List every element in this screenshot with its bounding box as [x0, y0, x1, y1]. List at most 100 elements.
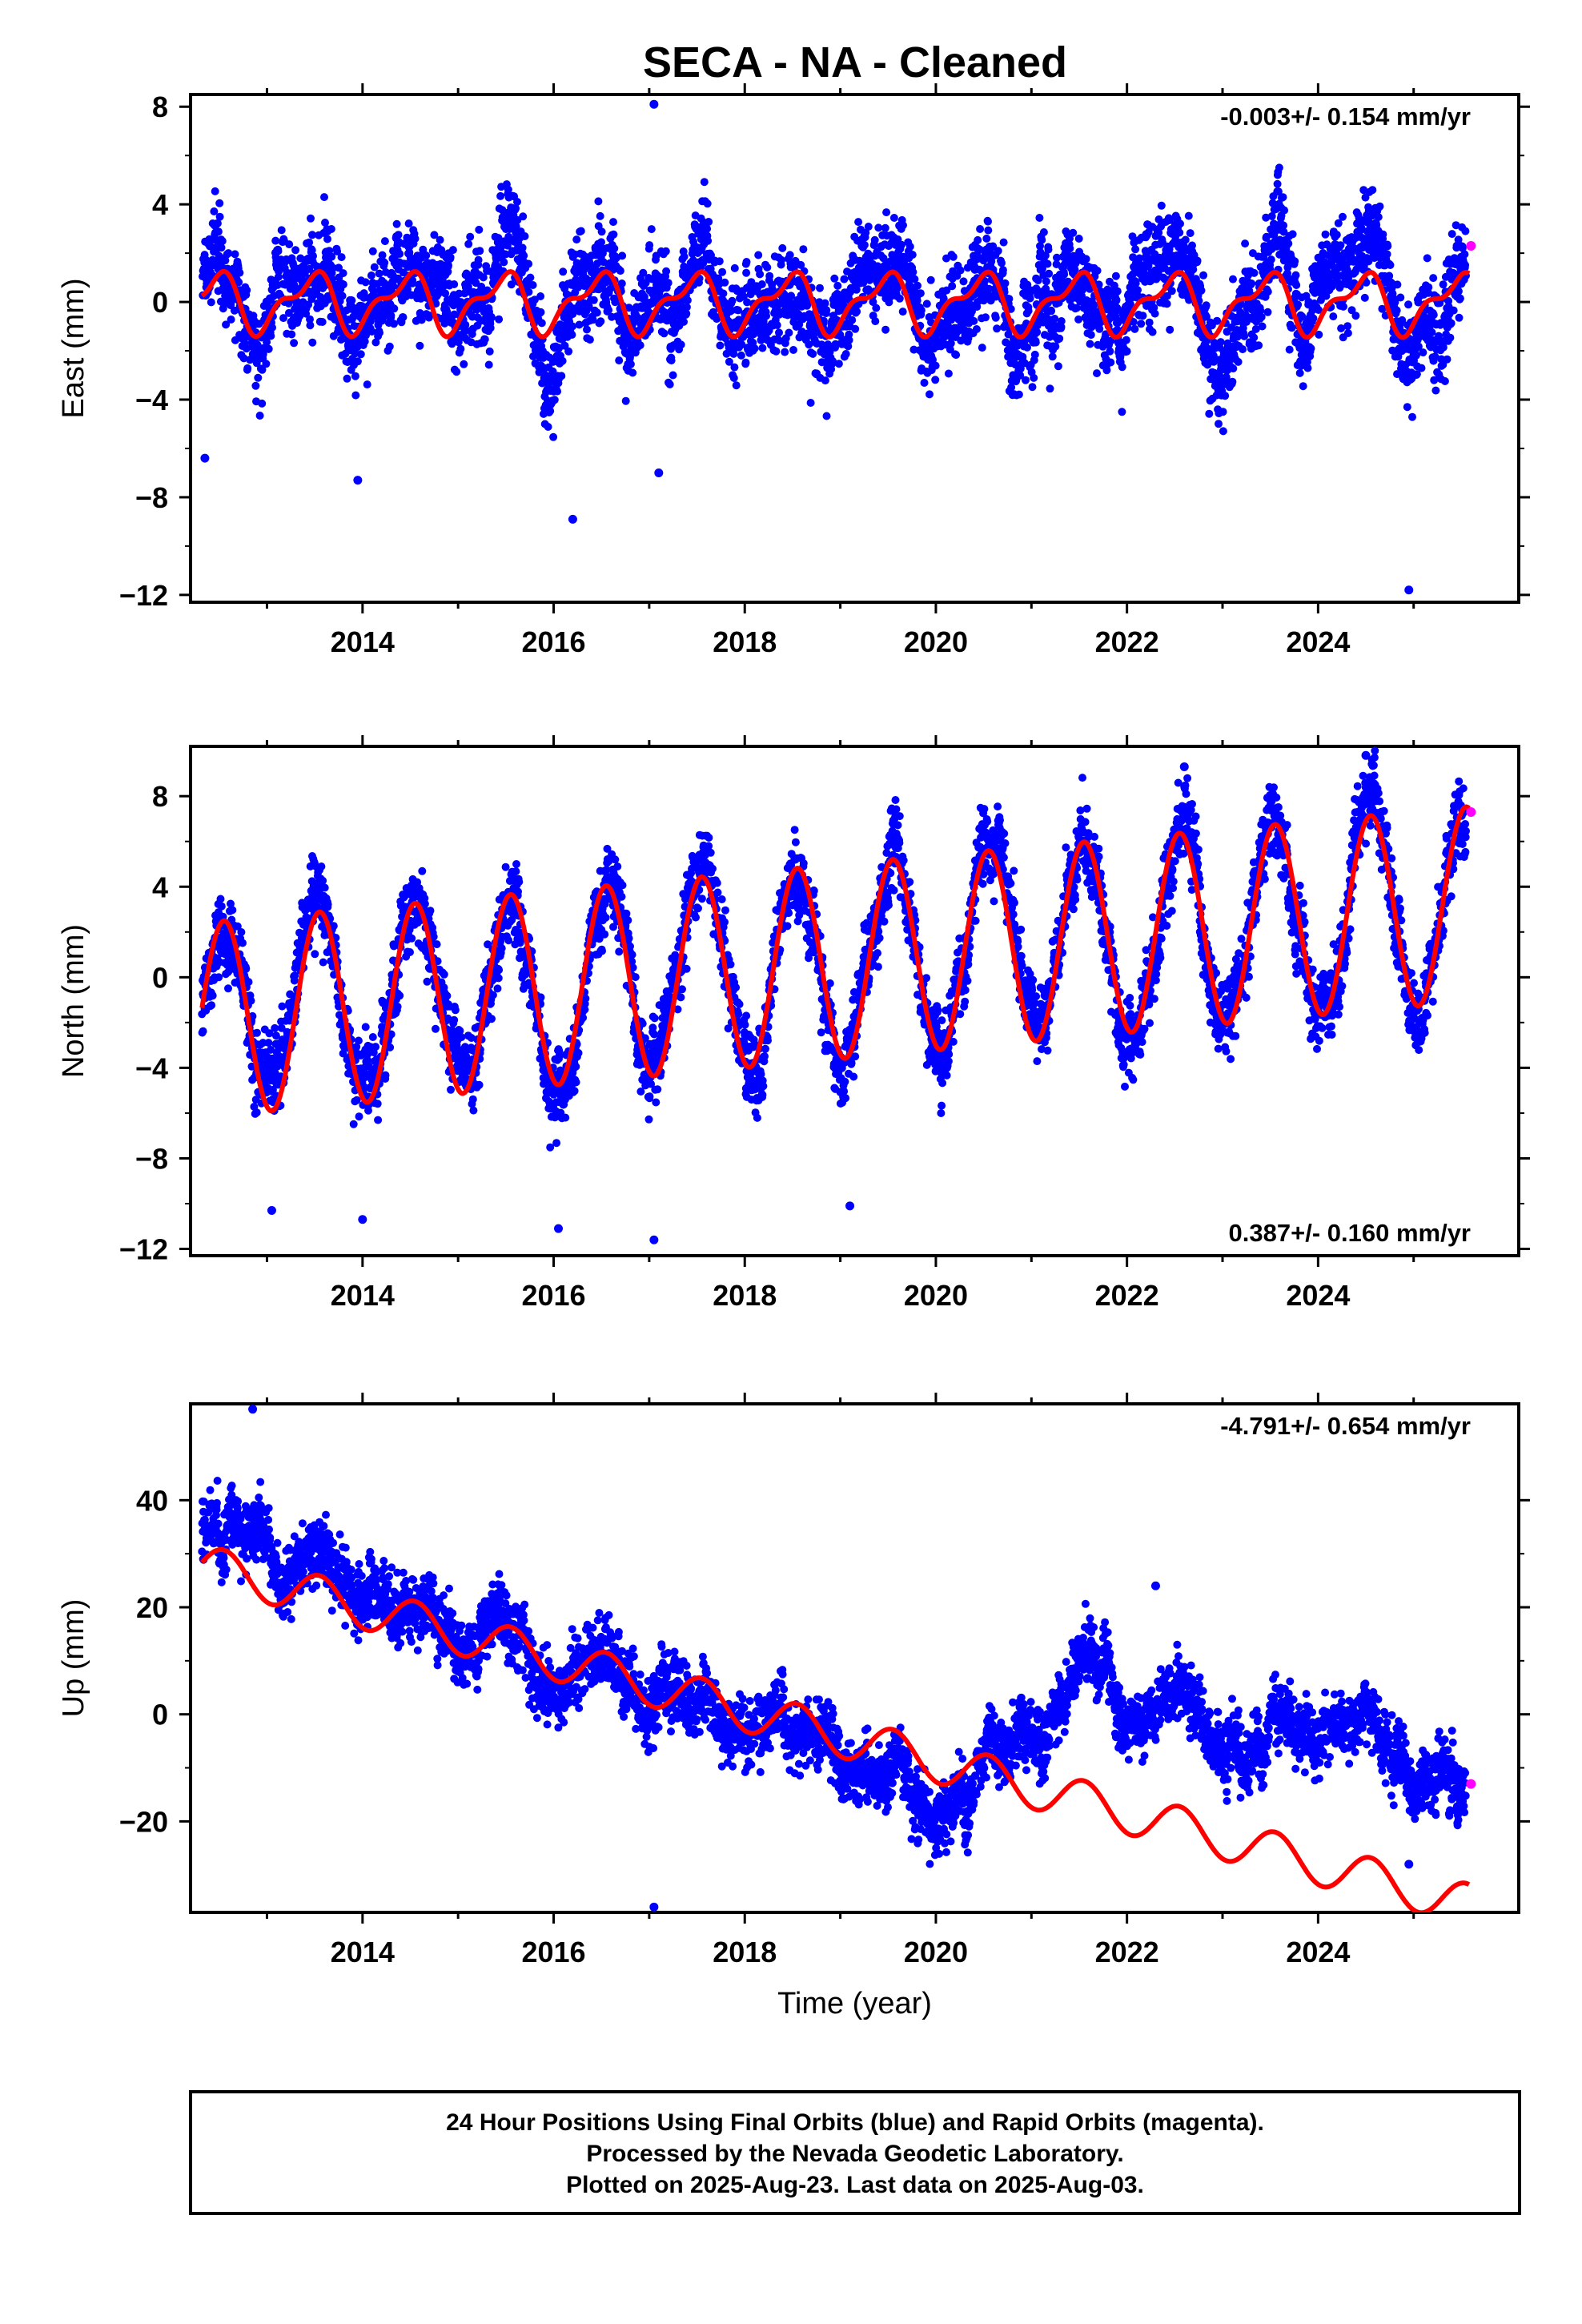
final-orbit-point — [1041, 251, 1050, 259]
final-orbit-point — [572, 235, 581, 244]
final-orbit-point — [897, 240, 905, 249]
final-orbit-point — [1193, 256, 1202, 265]
final-orbit-point — [1404, 300, 1413, 309]
final-orbit-point — [380, 237, 389, 246]
final-orbit-point — [1093, 267, 1102, 275]
final-orbit-point — [488, 313, 496, 322]
y-axis-label: North (mm) — [57, 924, 90, 1078]
final-orbit-point — [385, 342, 394, 351]
final-orbit-point — [351, 372, 359, 380]
final-orbit-point — [908, 251, 917, 259]
final-orbit-point — [1456, 294, 1464, 303]
final-orbit-point — [841, 350, 850, 358]
final-orbit-point — [524, 287, 533, 296]
final-orbit-point — [898, 308, 907, 316]
final-orbit-point — [588, 316, 597, 324]
final-orbit-point — [484, 360, 493, 369]
final-orbit-point — [199, 1027, 207, 1035]
final-orbit-point — [524, 259, 533, 268]
final-orbit-point — [742, 258, 751, 266]
final-orbit-point — [1082, 255, 1090, 263]
final-orbit-point — [553, 387, 562, 396]
final-orbit-point — [1403, 403, 1411, 412]
final-orbit-point — [1339, 302, 1347, 311]
final-orbit-point — [989, 242, 998, 251]
final-orbit-point — [1411, 351, 1420, 360]
final-orbit-point — [864, 223, 873, 231]
final-orbit-point — [466, 232, 475, 241]
final-orbit-point — [475, 225, 484, 234]
final-orbit-point — [1181, 235, 1190, 244]
final-orbit-point — [845, 336, 853, 344]
final-orbit-point — [677, 340, 685, 349]
final-orbit-point — [1199, 271, 1208, 279]
final-orbit-point — [242, 964, 251, 973]
final-orbit-point — [750, 344, 759, 353]
final-orbit-point — [271, 236, 280, 245]
final-orbit-point — [351, 391, 360, 400]
final-orbit-point — [452, 368, 461, 376]
final-orbit-point — [976, 225, 985, 233]
final-orbit-point — [944, 369, 953, 378]
final-orbit-point — [1417, 364, 1426, 372]
final-orbit-point — [1137, 320, 1146, 328]
final-orbit-point — [338, 292, 347, 300]
final-orbit-point — [881, 223, 889, 232]
final-orbit-point — [264, 1039, 273, 1047]
final-orbit-point — [380, 259, 389, 267]
final-orbit-point — [1095, 324, 1104, 333]
final-orbit-point — [1339, 212, 1347, 221]
final-orbit-point — [1383, 250, 1391, 259]
final-orbit-point — [375, 328, 383, 337]
final-orbit-point — [664, 279, 673, 287]
final-orbit-point — [321, 219, 329, 227]
final-orbit-point — [1184, 211, 1193, 220]
final-orbit-point — [1106, 358, 1115, 367]
final-orbit-point — [1044, 245, 1053, 254]
final-orbit-point — [454, 338, 463, 347]
final-orbit-point — [1106, 347, 1114, 356]
final-orbit-point — [895, 294, 904, 303]
final-orbit-point — [1280, 206, 1289, 215]
x-tick-label: 2022 — [1095, 1279, 1159, 1312]
x-tick-label: 2018 — [713, 625, 777, 658]
final-orbit-point — [889, 214, 898, 222]
final-orbit-point — [268, 324, 276, 332]
final-orbit-point — [278, 1002, 287, 1011]
final-orbit-point — [263, 338, 271, 347]
final-orbit-point — [390, 320, 398, 328]
x-tick-label: 2018 — [713, 1279, 777, 1312]
final-orbit-point — [844, 342, 853, 351]
final-orbit-point — [1122, 347, 1131, 356]
final-orbit-point — [408, 276, 417, 284]
final-orbit-point — [905, 242, 914, 251]
final-orbit-point — [757, 280, 766, 288]
final-orbit-point — [974, 235, 982, 244]
final-orbit-point — [218, 237, 227, 245]
y-tick-label: 8 — [152, 90, 168, 123]
final-orbit-point — [333, 247, 342, 255]
x-tick-label: 2014 — [331, 1279, 395, 1312]
final-orbit-point — [874, 223, 883, 232]
final-orbit-point — [1060, 270, 1069, 279]
final-orbit-point — [1291, 257, 1299, 266]
final-orbit-point — [821, 376, 829, 385]
final-orbit-point — [520, 251, 528, 260]
final-orbit-point — [1257, 312, 1266, 321]
final-orbit-point — [821, 299, 829, 308]
final-orbit-point — [519, 212, 528, 221]
final-orbit-point — [589, 296, 598, 304]
final-orbit-point — [295, 312, 304, 320]
final-orbit-point — [215, 199, 224, 207]
final-orbit-point — [1374, 213, 1383, 221]
final-orbit-point — [610, 244, 619, 253]
final-orbit-point — [339, 280, 347, 289]
final-orbit-point — [585, 258, 594, 267]
final-orbit-point — [327, 225, 335, 233]
final-orbit-point — [324, 295, 333, 304]
x-tick-label: 2020 — [904, 1279, 968, 1312]
final-orbit-point — [871, 317, 880, 326]
final-orbit-point — [1219, 408, 1227, 416]
final-orbit-point — [1047, 307, 1056, 316]
